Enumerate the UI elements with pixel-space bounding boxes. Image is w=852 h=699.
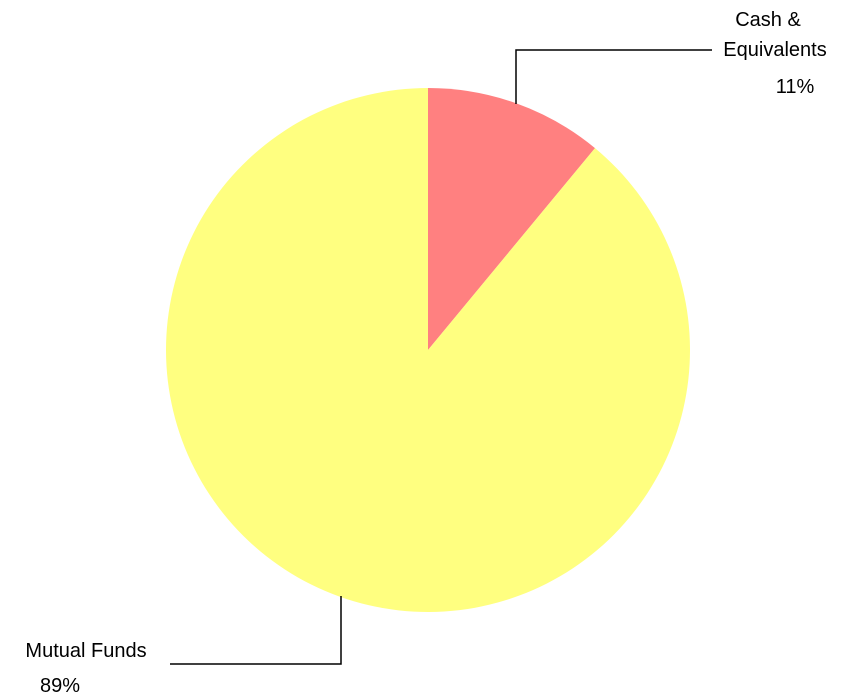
pie-slice-cash-equivalents: [428, 88, 596, 350]
slice-label-cash-line2: Equivalents: [723, 39, 826, 61]
slice-value-mutual-funds: 89%: [40, 675, 80, 697]
leader-line-mutual-funds: [170, 596, 342, 665]
pie-slices: [165, 88, 690, 612]
slice-value-cash: 11%: [776, 76, 815, 98]
pie-slice-mutual-funds: [165, 88, 690, 612]
leader-line-cash: [515, 49, 712, 104]
slice-label-cash-line1: Cash &: [735, 9, 801, 31]
slice-label-mutual-funds: Mutual Funds: [25, 640, 146, 662]
